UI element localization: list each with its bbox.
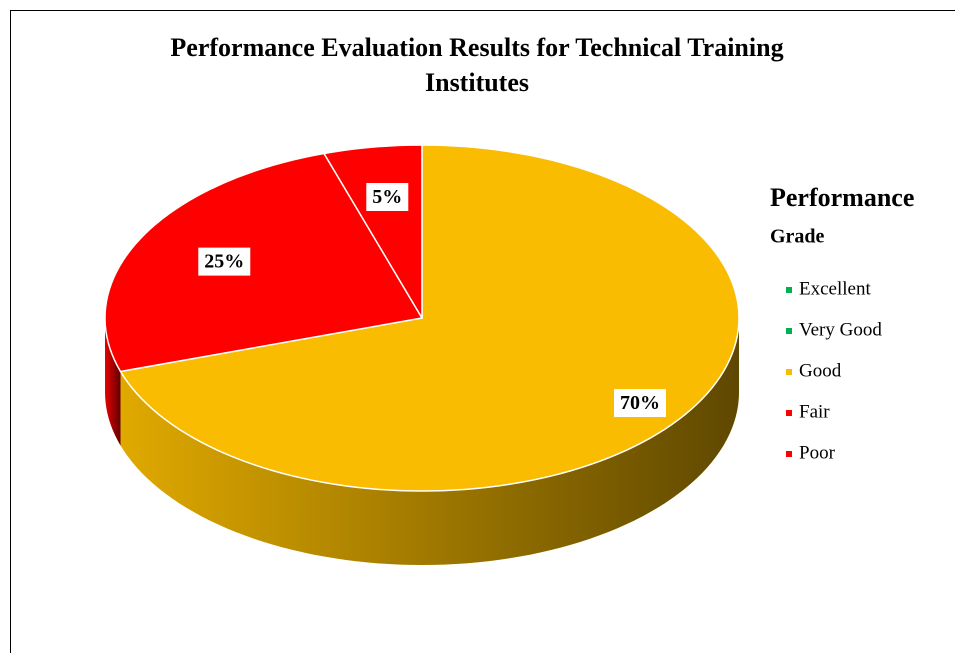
- legend-label: Excellent: [799, 278, 871, 299]
- legend-swatch: [786, 410, 792, 416]
- legend-subtitle: Grade: [770, 226, 825, 248]
- chart-border: [10, 10, 955, 653]
- legend-title: Performance: [770, 183, 914, 212]
- pie-side-shade: [105, 318, 121, 446]
- legend-label: Very Good: [799, 319, 882, 340]
- legend-label: Good: [799, 360, 842, 381]
- legend-swatch: [786, 369, 792, 375]
- legend-label: Fair: [799, 401, 830, 422]
- chart-title: Performance Evaluation Results for Techn…: [170, 33, 784, 97]
- legend-label: Poor: [799, 442, 836, 463]
- pie-slice: [119, 144, 740, 492]
- legend-swatch: [786, 287, 792, 293]
- data-label: 25%: [204, 251, 244, 273]
- legend-swatch: [786, 451, 792, 457]
- legend-swatch: [786, 328, 792, 334]
- data-label: 5%: [372, 186, 402, 208]
- data-label-box: [366, 182, 409, 211]
- data-label: 70%: [620, 392, 660, 414]
- pie-slice: [104, 152, 423, 373]
- data-label-box: [613, 389, 666, 418]
- data-label-box: [198, 247, 251, 276]
- pie-side-shade: [120, 318, 740, 565]
